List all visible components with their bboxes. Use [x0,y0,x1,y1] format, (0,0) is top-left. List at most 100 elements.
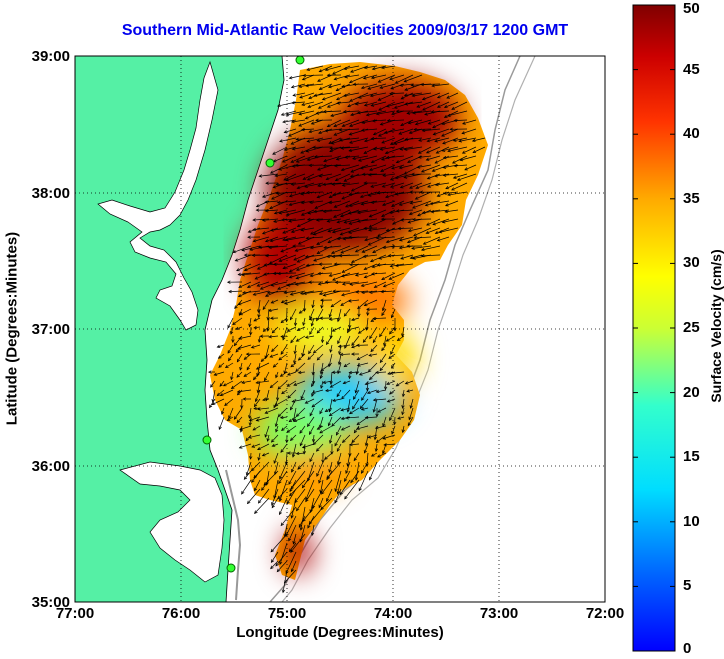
velocity-arrow [302,317,306,326]
velocity-arrow-head [248,323,252,328]
velocity-arrow-head [377,409,381,413]
velocity-arrow [396,209,414,212]
velocity-arrow-head [404,87,408,91]
velocity-arrow [390,182,405,188]
velocity-arrow-head [258,174,263,178]
velocity-arrow-head [224,364,229,369]
velocity-arrow [259,173,279,177]
velocity-arrow-head [425,157,430,161]
velocity-arrow-head [335,88,340,92]
velocity-arrow [280,335,288,337]
velocity-arrow-head [327,229,332,233]
field-orange-south [285,450,345,490]
velocity-arrow-head [302,450,307,455]
velocity-arrow-head [360,407,365,411]
velocity-arrow [432,119,450,128]
velocity-arrow [391,245,405,248]
velocity-arrow-head [256,266,261,270]
velocity-arrow [341,263,360,273]
velocity-arrow-head [250,467,255,472]
velocity-arrow [305,83,324,87]
velocity-arrow-head [295,137,300,141]
velocity-arrow [272,326,279,334]
velocity-arrow [319,83,333,90]
velocity-arrow-head [283,147,288,152]
velocity-arrow [371,200,387,203]
velocity-arrow-head [329,384,334,388]
velocity-arrow-head [324,129,329,133]
velocity-arrow-head [349,262,353,267]
velocity-arrow-head [357,111,361,115]
velocity-arrow [277,272,297,274]
velocity-arrow-head [398,131,403,135]
velocity-arrow [397,335,405,341]
velocity-arrow-head [318,291,323,296]
velocity-arrow-head [471,138,476,143]
velocity-arrow-head [335,157,340,161]
velocity-arrow-head [316,356,321,361]
velocity-arrow-head [316,473,320,477]
map-title: Southern Mid-Atlantic Raw Velocities 200… [121,22,569,39]
velocity-arrow-head [389,184,394,189]
velocity-arrow-head [389,417,393,422]
velocity-arrow-head [281,159,286,163]
velocity-arrow-head [280,522,285,527]
velocity-arrow [365,380,378,385]
velocity-arrow-head [318,130,322,135]
velocity-arrow-head [443,114,448,118]
velocity-arrow-head [341,395,345,400]
velocity-arrow [248,434,261,439]
velocity-arrow-head [306,139,311,143]
velocity-arrow [360,164,378,169]
velocity-arrow [396,155,414,163]
velocity-arrow [376,236,396,239]
velocity-arrow-head [295,338,300,342]
velocity-arrow [319,173,333,177]
velocity-arrow [258,488,270,504]
velocity-arrow-head [472,149,477,153]
velocity-arrow-head [343,220,348,224]
velocity-arrow-head [257,407,261,411]
velocity-arrow [313,434,324,445]
velocity-arrow-head [367,86,371,90]
velocity-arrow-head [354,389,358,394]
velocity-arrow-head [289,492,293,497]
velocity-arrow [334,434,342,447]
velocity-arrow [434,137,450,142]
velocity-arrow-head [349,123,353,127]
velocity-arrow [306,65,324,71]
velocity-arrow-head [340,427,345,431]
velocity-arrow [353,389,360,400]
velocity-arrow-head [327,363,332,368]
velocity-arrow-head [317,282,322,286]
velocity-arrow-head [369,376,373,381]
velocity-arrow-head [288,548,293,553]
velocity-arrow-head [264,293,269,297]
velocity-arrow [391,164,405,169]
velocity-arrow [349,371,360,373]
velocity-arrow-head [336,393,340,398]
velocity-arrow [302,506,315,522]
velocity-arrow-head [358,372,363,376]
velocity-arrow [356,425,369,430]
velocity-arrow [310,497,315,513]
velocity-arrow [265,389,270,401]
velocity-arrow [249,416,261,421]
velocity-arrow-head [389,264,394,268]
velocity-arrow-head [370,184,374,188]
velocity-arrow [256,362,270,370]
velocity-arrow [284,569,297,584]
velocity-arrow [332,398,342,402]
velocity-arrow-head [379,333,383,338]
velocity-arrow [293,533,297,544]
velocity-arrow-head [278,258,283,262]
velocity-arrow-head [370,453,375,457]
velocity-arrow-head [281,427,285,432]
velocity-arrow-head [293,257,297,261]
velocity-arrow-head [245,472,249,476]
velocity-arrow [317,191,333,198]
velocity-arrow-head [338,128,343,132]
velocity-arrow-head [334,280,339,284]
velocity-arrow [344,308,351,317]
velocity-arrow [230,326,234,335]
